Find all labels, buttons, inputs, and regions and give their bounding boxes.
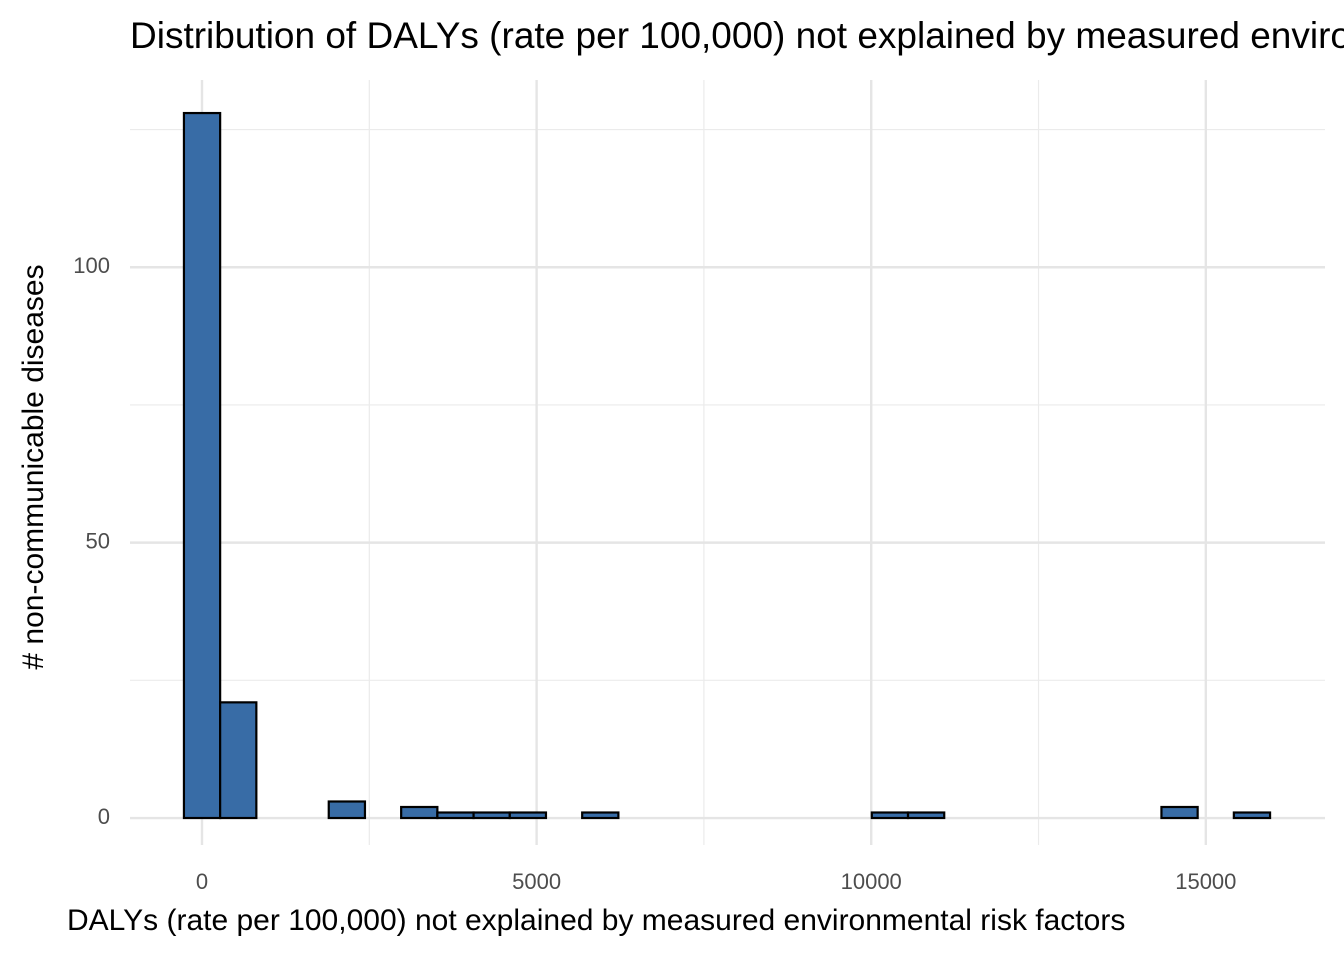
x-tick-label: 5000 (512, 869, 561, 894)
x-axis-title: DALYs (rate per 100,000) not explained b… (67, 904, 1125, 937)
x-tick-label: 15000 (1175, 869, 1236, 894)
bar (1232, 811, 1272, 820)
x-tick-label: 0 (196, 869, 208, 894)
y-tick-label: 50 (86, 528, 110, 553)
bar (400, 805, 439, 820)
bar (870, 811, 910, 820)
bar (508, 811, 548, 820)
y-axis-title: # non-communicable diseases (17, 264, 50, 669)
y-tick-label: 100 (73, 253, 110, 278)
bar (472, 811, 511, 820)
bar (581, 811, 620, 820)
grid (130, 80, 1325, 845)
bar (219, 701, 258, 820)
bar (182, 111, 222, 820)
chart-title: Distribution of DALYs (rate per 100,000)… (130, 15, 1344, 56)
bar (436, 811, 475, 820)
bars (182, 111, 1272, 820)
bar (1160, 805, 1199, 820)
bar (906, 811, 946, 820)
x-tick-label: 10000 (841, 869, 902, 894)
bar (327, 800, 367, 820)
y-tick-label: 0 (98, 804, 110, 829)
